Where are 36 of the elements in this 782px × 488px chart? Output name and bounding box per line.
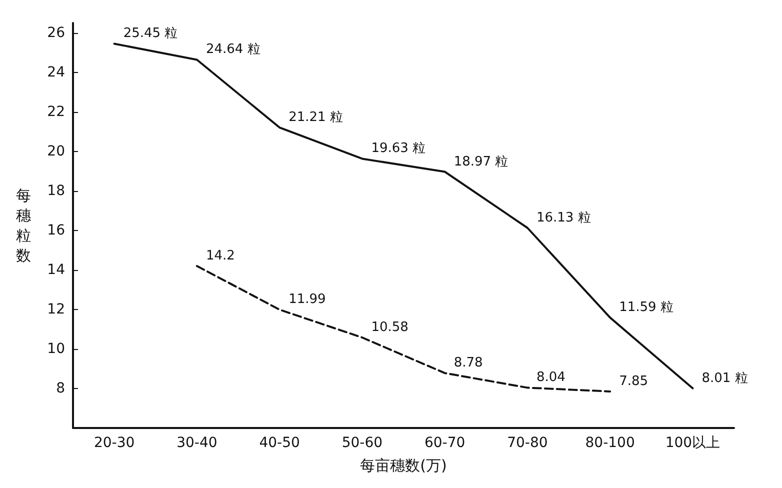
y-tick-label: 24 <box>47 64 66 80</box>
line-series <box>113 42 694 390</box>
x-axis-title: 每亩穗数(万) <box>360 456 447 474</box>
data-label: 11.59 粒 <box>619 300 674 316</box>
data-label: 25.45 粒 <box>123 26 178 42</box>
data-label: 8.01 粒 <box>702 370 748 386</box>
x-tick-label: 80-100 <box>585 435 635 451</box>
y-axis-title: 每穗粒数 <box>16 186 31 264</box>
y-tick-label: 18 <box>47 182 65 199</box>
y-tick-label: 10 <box>47 340 65 357</box>
y-tick-label: 16 <box>47 222 66 238</box>
y-tick-label: 8 <box>56 380 65 396</box>
data-label: 7.85 <box>619 374 648 389</box>
data-label: 10.58 <box>371 320 408 336</box>
data-label: 8.78 <box>454 356 483 371</box>
y-tick-label: 12 <box>47 301 65 318</box>
line-series <box>196 265 612 392</box>
x-tick-label: 50-60 <box>342 435 383 451</box>
data-label: 24.64 粒 <box>206 42 260 58</box>
x-tick-label: 60-70 <box>424 435 466 451</box>
data-label: 18.97 粒 <box>454 154 508 170</box>
data-label: 8.04 <box>536 370 566 386</box>
data-label: 16.13 粒 <box>536 210 591 226</box>
x-tick-label: 40-50 <box>259 435 300 451</box>
y-tick-label: 22 <box>47 104 65 120</box>
data-label: 11.99 <box>288 292 326 308</box>
data-label: 19.63 粒 <box>371 141 426 156</box>
y-tick-label: 20 <box>47 143 65 160</box>
y-tick-label: 14 <box>47 262 66 278</box>
x-tick-label: 70-80 <box>507 435 548 451</box>
x-tick-label: 100以上 <box>665 435 720 451</box>
x-tick-label: 20-30 <box>94 435 135 451</box>
x-tick-label: 30-40 <box>176 435 218 451</box>
data-label: 21.21 粒 <box>288 110 343 126</box>
y-tick-label: 26 <box>47 24 66 41</box>
data-label: 14.2 <box>206 248 235 264</box>
